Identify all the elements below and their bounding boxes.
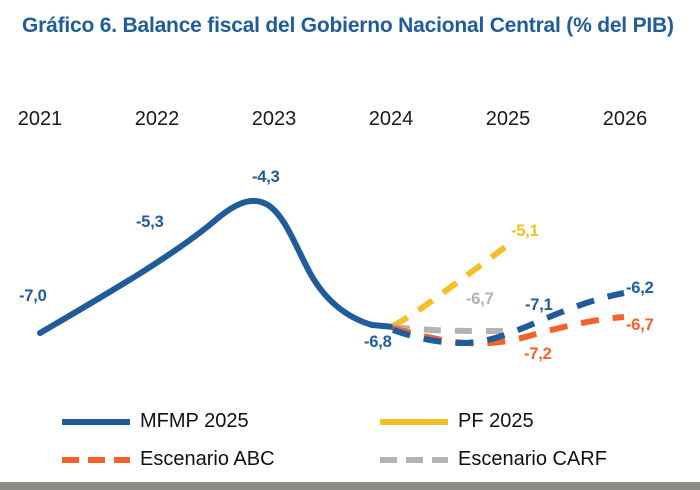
axis-label-2021: 2021 — [17, 108, 63, 130]
chart-title: Gráfico 6. Balance fiscal del Gobierno N… — [22, 14, 674, 37]
plot-area — [0, 95, 700, 395]
value-label-2022-mfmp: -5,3 — [136, 213, 164, 231]
value-label-2025-carf: -6,7 — [466, 290, 494, 308]
legend-item-escenario-abc[interactable]: Escenario ABC — [60, 448, 275, 471]
legend-label-escenario-carf: Escenario CARF — [458, 448, 607, 470]
axis-label-2025: 2025 — [485, 108, 531, 130]
legend-swatch-escenario-abc-icon — [60, 451, 132, 469]
axis-label-2023: 2023 — [251, 108, 297, 130]
footer-bar — [0, 482, 700, 490]
value-label-2026-abc: -6,7 — [626, 316, 654, 334]
value-label-2025-mfmp: -7,1 — [525, 296, 553, 314]
legend-item-mfmp-2025[interactable]: MFMP 2025 — [60, 410, 249, 433]
value-label-2025-pf: -5,1 — [511, 222, 539, 240]
chart-legend: MFMP 2025 PF 2025 Escenario ABC Escenari… — [0, 402, 700, 480]
chart-canvas — [37, 197, 625, 347]
value-label-2023-mfmp: -4,3 — [252, 168, 280, 186]
series-line-mfmp-2025-projection — [392, 290, 625, 347]
series-line-mfmp-2025 — [37, 197, 397, 336]
legend-swatch-pf-2025-icon — [378, 413, 450, 431]
series-line-pf-2025 — [391, 242, 510, 329]
legend-swatch-mfmp-2025-icon — [60, 413, 132, 431]
value-label-2021-mfmp: -7,0 — [19, 287, 47, 305]
legend-label-mfmp-2025: MFMP 2025 — [140, 410, 249, 432]
legend-item-pf-2025[interactable]: PF 2025 — [378, 410, 534, 433]
axis-label-2022: 2022 — [134, 108, 180, 130]
legend-label-pf-2025: PF 2025 — [458, 410, 534, 432]
axis-label-2024: 2024 — [368, 108, 414, 130]
legend-swatch-escenario-carf-icon — [378, 451, 450, 469]
value-label-2024-mfmp: -6,8 — [364, 333, 392, 351]
legend-label-escenario-abc: Escenario ABC — [140, 448, 275, 470]
value-label-2026-mfmp: -6,2 — [626, 279, 654, 297]
value-label-2025-abc: -7,2 — [524, 345, 552, 363]
axis-label-2026: 2026 — [602, 108, 648, 130]
legend-item-escenario-carf[interactable]: Escenario CARF — [378, 448, 607, 471]
